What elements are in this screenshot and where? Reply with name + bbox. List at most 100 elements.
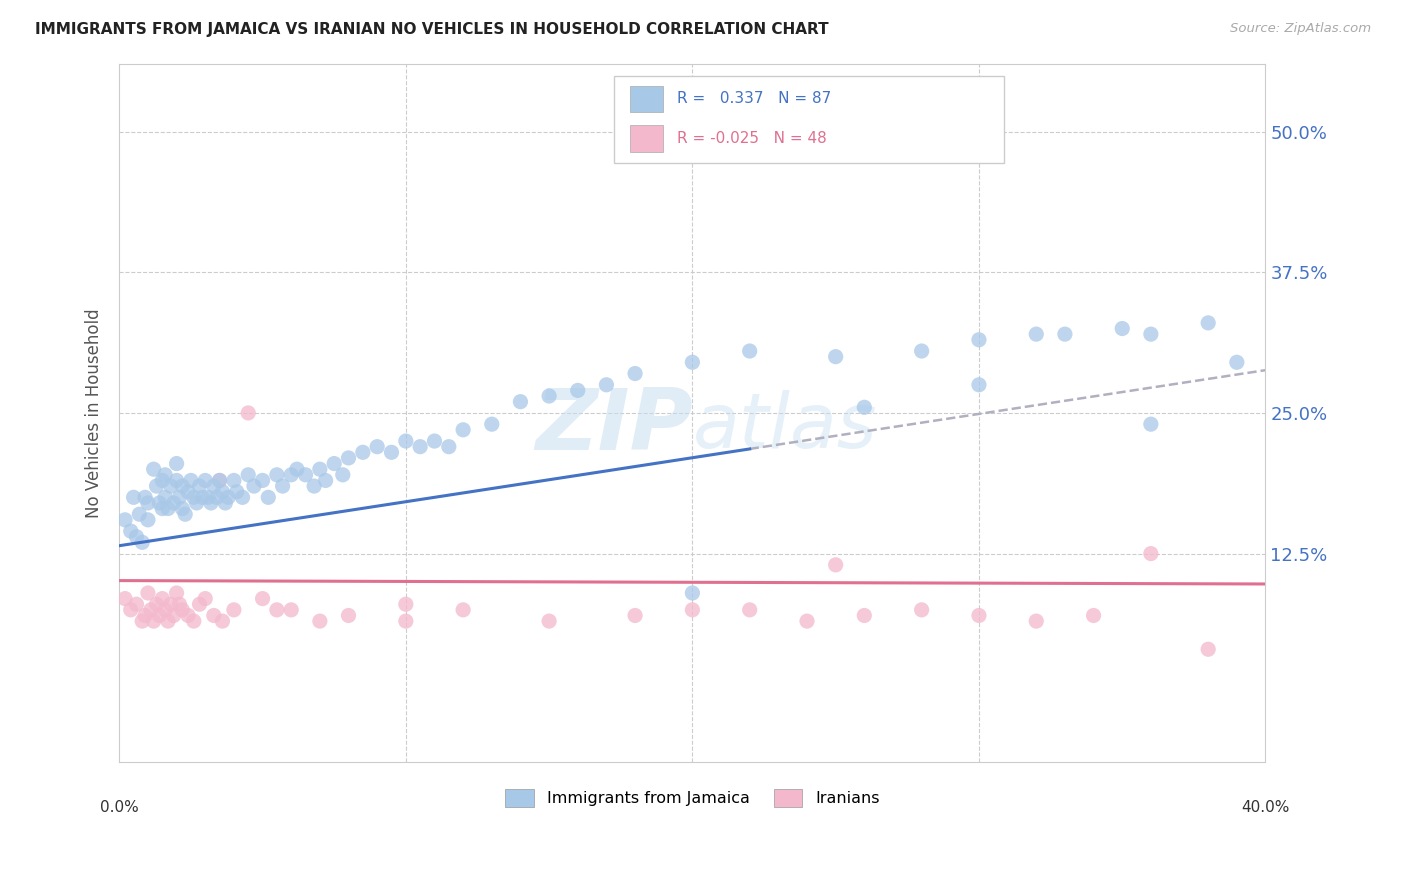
Point bbox=[308, 614, 330, 628]
Point bbox=[194, 591, 217, 606]
Point bbox=[191, 491, 214, 505]
Point bbox=[177, 608, 200, 623]
Point bbox=[252, 474, 274, 488]
Point bbox=[177, 484, 200, 499]
Point bbox=[1226, 355, 1249, 369]
Point bbox=[967, 608, 990, 623]
Point bbox=[166, 474, 188, 488]
Point bbox=[352, 445, 374, 459]
Point bbox=[337, 450, 360, 465]
Point bbox=[238, 406, 260, 420]
Text: ZIP: ZIP bbox=[534, 385, 692, 468]
Point bbox=[910, 344, 932, 359]
Point bbox=[231, 491, 253, 505]
Y-axis label: No Vehicles in Household: No Vehicles in Household bbox=[86, 308, 103, 517]
Point bbox=[423, 434, 446, 448]
Point bbox=[150, 591, 173, 606]
Point bbox=[172, 603, 194, 617]
Text: R = -0.025   N = 48: R = -0.025 N = 48 bbox=[678, 131, 827, 146]
Point bbox=[395, 434, 418, 448]
Point bbox=[738, 344, 761, 359]
Point bbox=[169, 491, 191, 505]
Point bbox=[136, 513, 159, 527]
Point bbox=[153, 491, 176, 505]
Point bbox=[681, 586, 703, 600]
Point bbox=[163, 496, 186, 510]
Point bbox=[824, 558, 846, 572]
Point bbox=[395, 597, 418, 611]
Point bbox=[302, 479, 325, 493]
Point bbox=[142, 614, 165, 628]
Point bbox=[1197, 642, 1219, 657]
Point bbox=[136, 586, 159, 600]
Text: atlas: atlas bbox=[692, 390, 877, 464]
Point bbox=[451, 603, 474, 617]
Point bbox=[194, 474, 217, 488]
Point bbox=[280, 467, 302, 482]
Point bbox=[114, 591, 136, 606]
Bar bbox=[630, 86, 662, 112]
Text: Source: ZipAtlas.com: Source: ZipAtlas.com bbox=[1230, 22, 1371, 36]
Point bbox=[202, 479, 225, 493]
Point bbox=[308, 462, 330, 476]
Point bbox=[380, 445, 402, 459]
Point bbox=[509, 394, 531, 409]
Point bbox=[205, 491, 228, 505]
Point bbox=[172, 479, 194, 493]
Point bbox=[145, 597, 167, 611]
Point bbox=[174, 507, 197, 521]
Point bbox=[238, 467, 260, 482]
Point bbox=[134, 491, 156, 505]
Point bbox=[967, 333, 990, 347]
Point bbox=[134, 608, 156, 623]
Point bbox=[1140, 417, 1163, 432]
Point bbox=[266, 603, 288, 617]
Point bbox=[166, 586, 188, 600]
Legend: Immigrants from Jamaica, Iranians: Immigrants from Jamaica, Iranians bbox=[499, 783, 886, 814]
Point bbox=[853, 401, 876, 415]
Text: 0.0%: 0.0% bbox=[100, 800, 139, 815]
Point bbox=[183, 491, 205, 505]
Point bbox=[252, 591, 274, 606]
Point bbox=[120, 603, 142, 617]
Point bbox=[120, 524, 142, 538]
Point bbox=[150, 501, 173, 516]
Point bbox=[738, 603, 761, 617]
Point bbox=[188, 479, 211, 493]
Text: IMMIGRANTS FROM JAMAICA VS IRANIAN NO VEHICLES IN HOUSEHOLD CORRELATION CHART: IMMIGRANTS FROM JAMAICA VS IRANIAN NO VE… bbox=[35, 22, 828, 37]
Point bbox=[1140, 547, 1163, 561]
Point bbox=[139, 603, 162, 617]
Point bbox=[451, 423, 474, 437]
Point bbox=[538, 614, 561, 628]
Point bbox=[200, 496, 222, 510]
Bar bbox=[630, 126, 662, 152]
Point bbox=[624, 367, 647, 381]
Text: R =   0.337   N = 87: R = 0.337 N = 87 bbox=[678, 92, 832, 106]
Point bbox=[160, 479, 183, 493]
Point bbox=[136, 496, 159, 510]
Point bbox=[910, 603, 932, 617]
Point bbox=[153, 603, 176, 617]
Point bbox=[131, 614, 153, 628]
Point bbox=[186, 496, 208, 510]
Point bbox=[294, 467, 316, 482]
FancyBboxPatch shape bbox=[614, 76, 1004, 163]
Point bbox=[337, 608, 360, 623]
Point bbox=[160, 597, 183, 611]
Point bbox=[142, 462, 165, 476]
Point bbox=[257, 491, 280, 505]
Point bbox=[169, 597, 191, 611]
Point bbox=[266, 467, 288, 482]
Point bbox=[217, 491, 239, 505]
Point bbox=[824, 350, 846, 364]
Point bbox=[163, 608, 186, 623]
Point bbox=[166, 457, 188, 471]
Point bbox=[681, 603, 703, 617]
Point bbox=[148, 608, 170, 623]
Point bbox=[323, 457, 346, 471]
Point bbox=[156, 501, 179, 516]
Point bbox=[156, 614, 179, 628]
Point bbox=[285, 462, 308, 476]
Point bbox=[853, 608, 876, 623]
Point bbox=[1025, 327, 1047, 342]
